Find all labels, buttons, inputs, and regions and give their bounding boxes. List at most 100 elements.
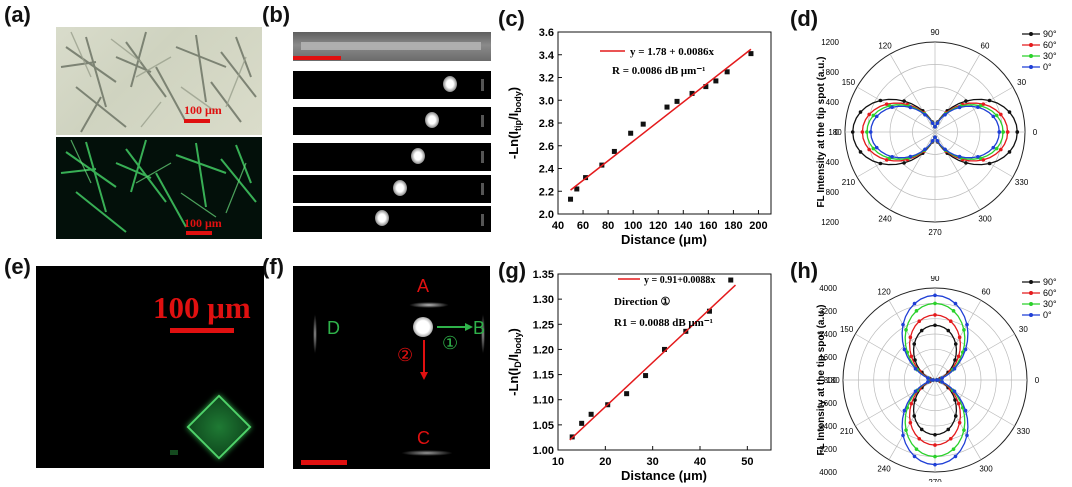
x-tick-label: 160 (699, 220, 717, 232)
radial-tick-label: 1600 (819, 353, 837, 362)
fit-line-g (569, 284, 737, 441)
x-tick-label: 40 (552, 220, 564, 232)
series-marker (901, 433, 905, 438)
legend-label: 0° (1043, 310, 1052, 320)
series-marker (904, 428, 908, 432)
series-marker (953, 301, 958, 306)
series-marker (912, 414, 917, 418)
y-axis-label-d: FL Intensity at the tip spot (a.u.) (816, 57, 827, 208)
scalebar-label-e: 100 μm (153, 290, 251, 325)
scalebar-e (170, 328, 234, 333)
annotation-g-direction: Direction ① (614, 296, 671, 308)
direction-2-label: ② (397, 345, 414, 365)
x-axis-label-c: Distance (μm) (621, 232, 707, 247)
y-tick-label: 1.05 (533, 420, 554, 432)
micrograph-bright-field: 100 μm (56, 27, 262, 135)
x-tick-label: 180 (724, 220, 742, 232)
excitation-spot (413, 317, 433, 337)
angle-label: 330 (1017, 427, 1031, 436)
y-tick-label: 1.35 (533, 269, 554, 281)
series-marker (999, 147, 1003, 152)
legend-label: 30° (1043, 299, 1057, 309)
series-marker (991, 114, 996, 119)
radial-tick-label: 400 (826, 158, 840, 167)
series-marker (884, 158, 889, 162)
y-tick-label: 2.4 (539, 164, 555, 176)
series-marker (981, 158, 986, 162)
series-marker (957, 335, 962, 340)
pl-strip-5 (293, 206, 491, 232)
legend-label: 90° (1043, 29, 1057, 39)
radial-tick-label: 3200 (819, 307, 837, 316)
series-marker (946, 427, 951, 432)
radial-tick-label: 1600 (819, 399, 837, 408)
series-marker (953, 358, 957, 362)
series-marker (917, 319, 922, 324)
series-marker (926, 380, 930, 384)
series-marker (957, 420, 962, 425)
y-tick-label: 2.2 (539, 186, 554, 198)
radial-tick-label: 1200 (821, 38, 839, 47)
y-tick-label: 1.20 (533, 344, 554, 356)
series-marker (962, 428, 966, 432)
angle-label: 120 (878, 41, 892, 50)
chart-c: 2.0 2.2 2.4 2.6 2.8 3.0 3.2 3.4 3.6 40 60 80 100 120… (506, 27, 772, 247)
series-marker (884, 102, 889, 106)
series-marker (991, 145, 996, 150)
angle-label: 150 (840, 325, 854, 334)
radial-tick-label: 800 (826, 188, 840, 197)
angle-label: 60 (982, 288, 991, 297)
rod-crystals-fluorescent (60, 139, 257, 233)
data-point (624, 391, 630, 397)
x-tick-label: 80 (602, 220, 614, 232)
series-marker (935, 121, 940, 126)
series-marker (987, 98, 992, 103)
legend-label: 30° (1043, 51, 1057, 61)
series-marker (919, 328, 924, 333)
series-marker (997, 130, 1002, 134)
series-marker (908, 105, 913, 110)
series-marker (1007, 150, 1012, 154)
y-tick-label: 1.30 (533, 294, 554, 306)
series-marker (871, 113, 876, 118)
series-marker (933, 293, 937, 298)
point-label-C: C (417, 428, 430, 448)
bright-field-wire (293, 32, 491, 61)
y-tick-label: 3.0 (539, 95, 554, 107)
series-marker (999, 112, 1003, 117)
series-marker (933, 313, 937, 317)
series-marker (890, 105, 894, 110)
series-marker (913, 389, 918, 394)
pl-strip-2 (293, 107, 491, 135)
scalebar-label-a-top: 100 μm (184, 103, 222, 117)
panel-label-e: (e) (4, 254, 31, 279)
series-marker (1007, 110, 1012, 114)
point-label-A: A (417, 276, 430, 296)
series-marker (913, 398, 917, 402)
series-marker (902, 161, 906, 165)
radial-tick-label: 0 (835, 128, 840, 137)
series-marker (951, 309, 956, 313)
series-marker (943, 112, 947, 117)
series-marker (1015, 130, 1020, 134)
angle-label: 300 (978, 215, 992, 224)
chart-h: 0 30 60 90 120 150 180 210 240 270 300 330 4000 3200 2… (816, 276, 1057, 482)
y-tick-label: 1.25 (533, 319, 554, 331)
direction-arrows (420, 323, 473, 380)
series-marker (909, 354, 914, 359)
data-point (664, 104, 670, 110)
series-marker (933, 301, 937, 306)
data-point (689, 90, 695, 96)
y-tick-label: 1.15 (533, 370, 554, 382)
chart-g-frame (557, 273, 772, 451)
series-marker (917, 436, 922, 441)
series-marker (865, 130, 869, 134)
radial-tick-label: 3200 (819, 445, 837, 454)
series-marker (957, 154, 962, 159)
y-tick-label: 1.00 (533, 445, 554, 457)
series-marker (878, 161, 883, 166)
x-tick-label: 60 (577, 220, 589, 232)
chart-g: 1.00 1.05 1.10 1.15 1.20 1.25 1.30 1.35 10 20 30 4… (506, 269, 772, 483)
pl-strip-4 (293, 175, 491, 203)
data-point (706, 308, 712, 314)
